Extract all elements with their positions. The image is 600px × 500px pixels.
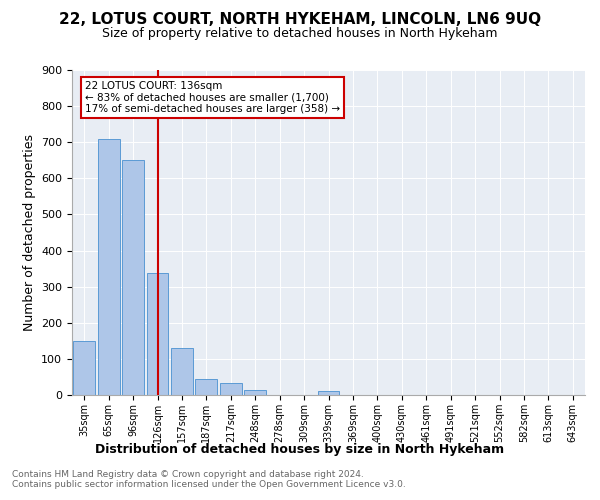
Bar <box>73 341 95 395</box>
Bar <box>317 392 340 395</box>
Text: 22 LOTUS COURT: 136sqm
← 83% of detached houses are smaller (1,700)
17% of semi-: 22 LOTUS COURT: 136sqm ← 83% of detached… <box>85 81 340 114</box>
Bar <box>220 383 242 395</box>
Bar <box>171 348 193 395</box>
Text: 22, LOTUS COURT, NORTH HYKEHAM, LINCOLN, LN6 9UQ: 22, LOTUS COURT, NORTH HYKEHAM, LINCOLN,… <box>59 12 541 28</box>
Text: Size of property relative to detached houses in North Hykeham: Size of property relative to detached ho… <box>102 28 498 40</box>
Bar <box>146 274 169 395</box>
Bar <box>244 390 266 395</box>
Text: Contains HM Land Registry data © Crown copyright and database right 2024.
Contai: Contains HM Land Registry data © Crown c… <box>12 470 406 490</box>
Bar <box>98 138 119 395</box>
Bar <box>196 379 217 395</box>
Text: Distribution of detached houses by size in North Hykeham: Distribution of detached houses by size … <box>95 442 505 456</box>
Y-axis label: Number of detached properties: Number of detached properties <box>23 134 35 331</box>
Bar <box>122 160 144 395</box>
